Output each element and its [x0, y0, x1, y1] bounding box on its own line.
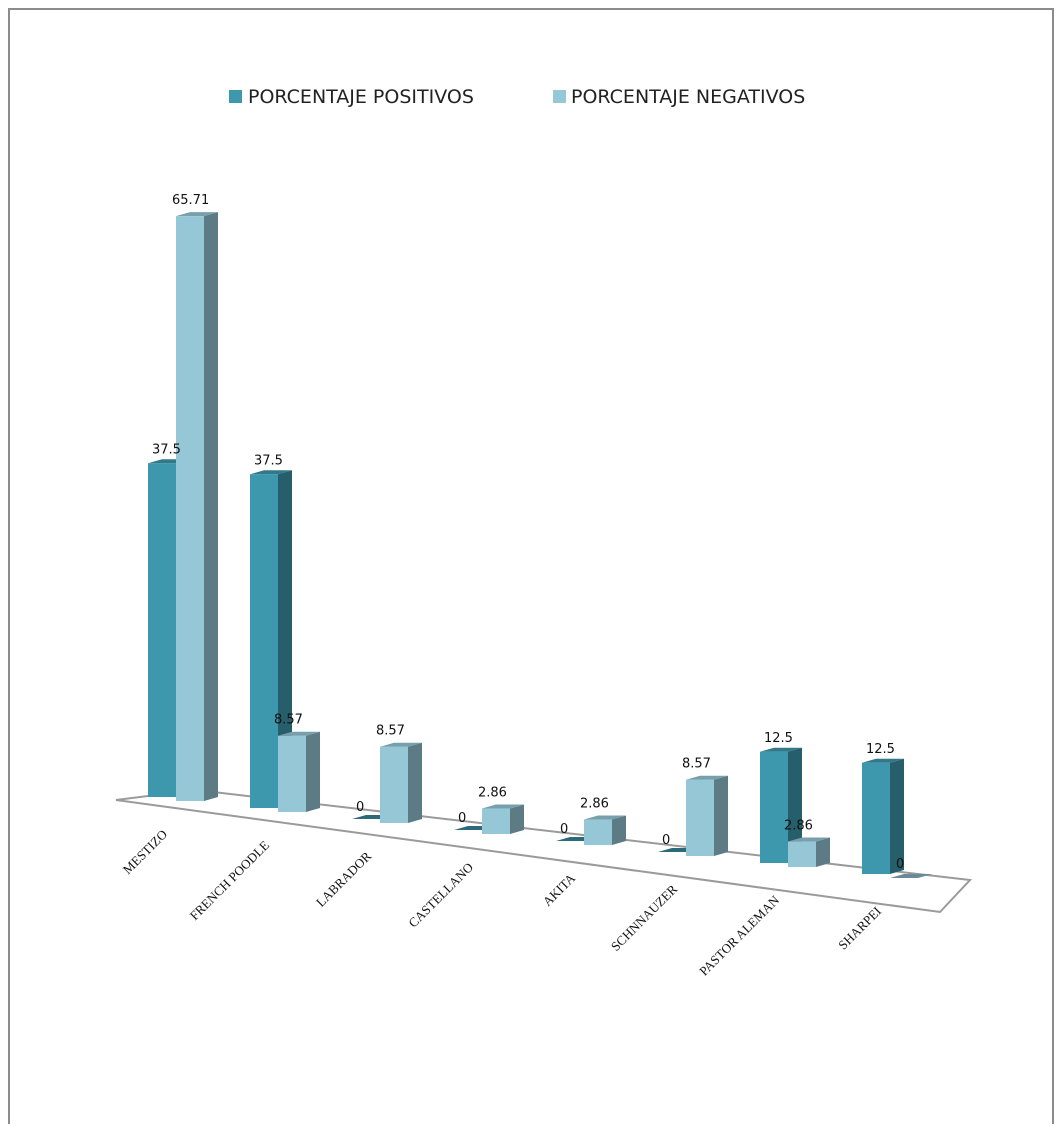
value-labels: 37.5 65.71 37.5 8.57 0 8.57 0 2.86 0 2.86 0 8.57 12.… — [152, 193, 904, 872]
value-label-negativos-sharpei: 0 — [896, 857, 904, 872]
bar-negativos-sharpei-flat — [890, 874, 932, 878]
value-label-positivos-labrador: 0 — [356, 800, 364, 815]
bar-positivos-pastor-aleman-top — [760, 747, 802, 752]
bar-positivos-pastor-aleman-front — [760, 751, 788, 863]
bar-negativos-mestizo-front — [176, 216, 204, 801]
value-label-positivos-pastor-aleman: 12.5 — [764, 731, 793, 746]
category-label-akita: AKITA — [540, 870, 579, 909]
value-label-negativos-pastor-aleman: 2.86 — [784, 819, 813, 834]
legend-label-positivos: PORCENTAJE POSITIVOS — [248, 86, 474, 108]
bars — [148, 212, 932, 878]
bar-negativos-pastor-aleman-side — [816, 837, 830, 867]
bar-negativos-akita-side — [612, 815, 626, 845]
bar-negativos-sharpei — [890, 874, 932, 878]
value-label-positivos-sharpei: 12.5 — [866, 742, 895, 757]
bar-positivos-pastor-aleman — [760, 747, 802, 863]
category-label-pastor-aleman: PASTOR ALEMAN — [696, 892, 782, 978]
bar-negativos-mestizo — [176, 212, 218, 801]
bar-negativos-french-poodle-front — [278, 735, 306, 812]
bar-negativos-labrador — [380, 742, 422, 823]
bar-negativos-labrador-side — [408, 742, 422, 823]
bar-negativos-labrador-top — [380, 742, 422, 747]
bar-negativos-schnnauzer-front — [686, 779, 714, 856]
bar-positivos-french-poodle — [250, 470, 292, 808]
bar-negativos-castellano-side — [510, 804, 524, 834]
value-label-positivos-schnnauzer: 0 — [662, 833, 670, 848]
bar-negativos-pastor-aleman — [788, 837, 830, 867]
bar-negativos-castellano — [482, 804, 524, 834]
bar-negativos-mestizo-top — [176, 212, 218, 217]
bar-positivos-pastor-aleman-side — [788, 747, 802, 863]
category-label-mestizo: MESTIZO — [120, 827, 170, 877]
bar-positivos-sharpei-side — [890, 758, 904, 874]
bar-negativos-french-poodle-top — [278, 731, 320, 736]
bar-negativos-akita-front — [584, 819, 612, 845]
value-label-negativos-labrador: 8.57 — [376, 724, 405, 739]
bar-positivos-sharpei — [862, 758, 904, 874]
bar-positivos-sharpei-front — [862, 762, 890, 874]
bar-negativos-castellano-front — [482, 808, 510, 834]
category-label-schnnauzer: SCHNNAUZER — [608, 881, 681, 954]
value-label-negativos-akita: 2.86 — [580, 797, 609, 812]
bar-positivos-french-poodle-side — [278, 470, 292, 808]
value-label-positivos-mestizo: 37.5 — [152, 442, 181, 457]
bar-negativos-akita — [584, 815, 626, 845]
bar-negativos-schnnauzer-top — [686, 775, 728, 780]
value-label-positivos-castellano: 0 — [458, 811, 466, 826]
value-label-positivos-french-poodle: 37.5 — [254, 453, 283, 468]
bar-negativos-castellano-top — [482, 804, 524, 809]
bar-negativos-french-poodle-side — [306, 731, 320, 812]
bar-positivos-sharpei-top — [862, 758, 904, 763]
legend-swatch-positivos — [229, 90, 242, 103]
bar-negativos-french-poodle — [278, 731, 320, 812]
bar-negativos-akita-top — [584, 815, 626, 820]
bar-negativos-mestizo-side — [204, 212, 218, 801]
bar-positivos-mestizo-front — [148, 463, 176, 797]
value-label-positivos-akita: 0 — [560, 822, 568, 837]
legend-label-negativos: PORCENTAJE NEGATIVOS — [571, 86, 805, 108]
legend: PORCENTAJE POSITIVOS PORCENTAJE NEGATIVO… — [229, 86, 805, 108]
bar-negativos-schnnauzer — [686, 775, 728, 856]
value-label-negativos-mestizo: 65.71 — [172, 193, 209, 208]
value-label-negativos-schnnauzer: 8.57 — [682, 757, 711, 772]
bar-positivos-french-poodle-front — [250, 474, 278, 808]
legend-swatch-negativos — [553, 90, 566, 103]
value-label-negativos-french-poodle: 8.57 — [274, 713, 303, 728]
category-label-french-poodle: FRENCH POODLE — [187, 837, 272, 922]
value-label-negativos-castellano: 2.86 — [478, 786, 507, 801]
bar-negativos-pastor-aleman-top — [788, 837, 830, 842]
bar-negativos-labrador-front — [380, 746, 408, 823]
bar-negativos-pastor-aleman-front — [788, 841, 816, 867]
bar-negativos-schnnauzer-side — [714, 775, 728, 856]
category-label-labrador: LABRADOR — [313, 848, 374, 909]
bar-positivos-french-poodle-top — [250, 470, 292, 475]
category-label-castellano: CASTELLANO — [405, 860, 476, 931]
category-label-sharpei: SHARPEI — [835, 904, 884, 953]
